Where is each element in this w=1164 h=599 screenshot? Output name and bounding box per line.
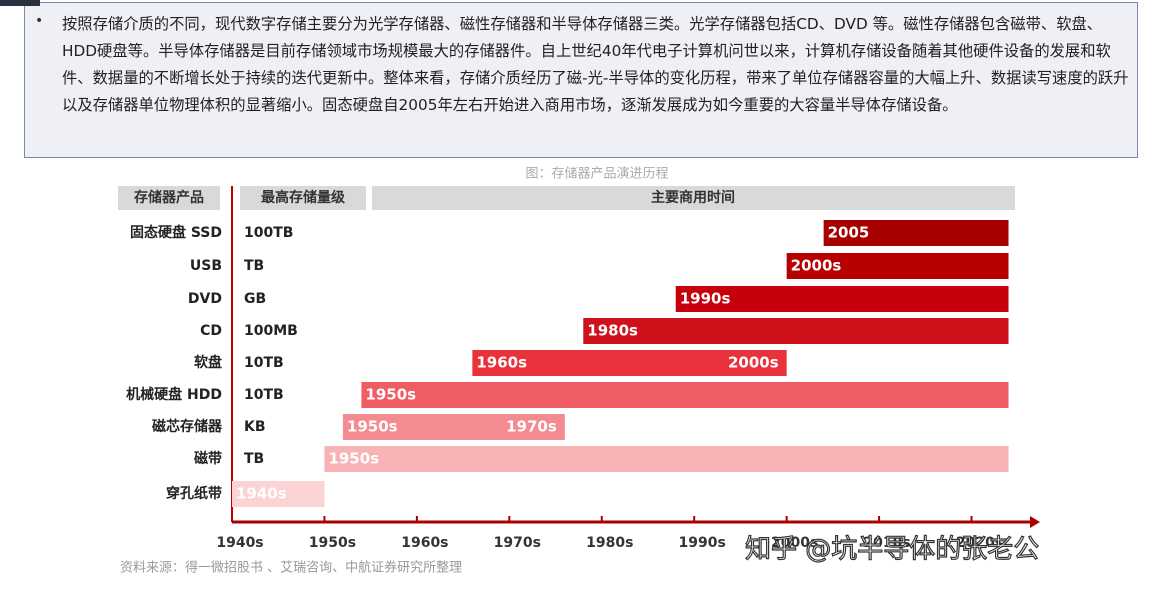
bar — [324, 446, 1009, 472]
product-label: 机械硬盘 HDD — [126, 386, 222, 403]
bar-label: 2005 — [828, 224, 870, 242]
header-box — [240, 186, 366, 210]
x-tick-label: 1940s — [216, 535, 263, 551]
capacity-label: 10TB — [244, 387, 284, 403]
bar — [361, 382, 1009, 408]
bar-label: 1950s — [365, 386, 416, 404]
bullet: • — [35, 13, 44, 29]
x-tick-label: 2010s — [863, 535, 910, 551]
capacity-label: TB — [244, 258, 264, 274]
x-tick-label: 1970s — [494, 535, 541, 551]
x-tick-label: 1950s — [309, 535, 356, 551]
product-label: 穿孔纸带 — [166, 485, 222, 502]
bar-label: 1960s — [476, 354, 527, 372]
bar-label: 1990s — [680, 290, 731, 308]
header: 存储器产品 — [134, 189, 204, 206]
bar — [786, 253, 1009, 279]
bar-label: 2000s — [728, 354, 779, 372]
bar — [823, 220, 1009, 246]
paragraph: 按照存储介质的不同，现代数字存储主要分为光学存储器、磁性存储器和半导体存储器三类… — [62, 15, 1129, 114]
capacity-label: TB — [244, 451, 264, 467]
bar-label: 1950s — [328, 450, 379, 468]
capacity-label: KB — [244, 419, 266, 435]
product-label: USB — [190, 258, 222, 274]
x-tick-label: 2000s — [771, 535, 818, 551]
capacity-label: 10TB — [244, 355, 284, 371]
axis-arrow — [1030, 516, 1040, 528]
capacity-label: 100MB — [244, 323, 298, 339]
product-label: 固态硬盘 SSD — [130, 224, 222, 241]
product-label: 磁芯存储器 — [152, 418, 223, 435]
x-tick-label: 1980s — [586, 535, 633, 551]
product-label: 软盘 — [194, 354, 222, 371]
bar-label: 1950s — [347, 418, 398, 436]
capacity-label: GB — [244, 291, 266, 307]
bar — [675, 286, 1009, 312]
header-box — [372, 186, 1015, 210]
bar-label: 1940s — [236, 485, 287, 503]
header: 主要商用时间 — [651, 189, 735, 206]
x-tick-label: 1960s — [401, 535, 448, 551]
bar-label: 2000s — [791, 257, 842, 275]
product-label: CD — [200, 323, 222, 339]
x-tick-label: 2020s — [956, 535, 1003, 551]
capacity-label: 100TB — [244, 225, 293, 241]
corner-tab — [0, 0, 40, 6]
bar — [232, 481, 325, 507]
x-tick-label: 1990s — [679, 535, 726, 551]
bar-label: 1980s — [587, 322, 638, 340]
product-label: 磁带 — [194, 450, 222, 467]
text-box: • 按照存储介质的不同，现代数字存储主要分为光学存储器、磁性存储器和半导体存储器… — [24, 2, 1138, 158]
bar — [472, 350, 787, 376]
product-label: DVD — [188, 291, 222, 307]
caption: 图：存储器产品演进历程 — [525, 166, 668, 182]
watermark: 知乎 @坑半导体的张老公 — [745, 535, 1039, 565]
header-box — [118, 186, 220, 210]
bar — [342, 414, 565, 440]
header: 最高存储量级 — [261, 189, 346, 206]
bar-label: 1970s — [506, 418, 557, 436]
source: 资料来源：得一微招股书 、艾瑞咨询、中航证券研究所整理 — [120, 560, 462, 576]
bar — [583, 318, 1009, 344]
